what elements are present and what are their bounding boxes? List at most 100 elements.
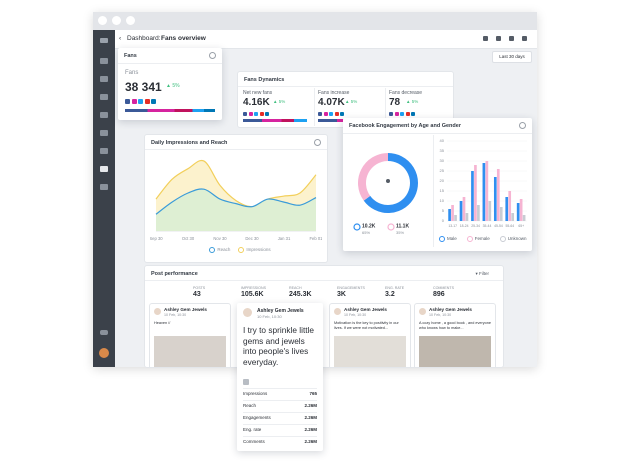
- nav-icon-active[interactable]: [100, 166, 108, 172]
- bar: [516, 203, 520, 221]
- toolbar-icon[interactable]: [496, 36, 501, 41]
- bar: [519, 199, 523, 221]
- nav-icon[interactable]: [100, 38, 108, 43]
- bar: [508, 191, 512, 221]
- metric-value: 2.26M: [304, 427, 317, 432]
- count-label: 10.2K: [362, 223, 376, 229]
- y-tick-label: 20: [440, 178, 445, 183]
- nav-icon[interactable]: [100, 130, 108, 136]
- bar-chart: 0 5 10 15 20 25 30 35 40 13-17 18-24 25-34 35-44 45-5…: [440, 138, 527, 228]
- post-date: 10 Feb, 10:30: [257, 314, 282, 319]
- info-icon[interactable]: [209, 52, 216, 59]
- social-icon: [329, 112, 333, 116]
- stat-label: IMPRESSIONS: [241, 286, 266, 290]
- nav-icon[interactable]: [100, 184, 108, 190]
- stat-value: 245.3K: [289, 291, 312, 298]
- metric-change-value: 5%: [350, 99, 358, 104]
- value-label: 35%: [396, 230, 404, 235]
- social-icon: [248, 112, 253, 116]
- nav-icon[interactable]: [100, 76, 108, 82]
- legend-swatch: [499, 236, 506, 242]
- post-avatar: [334, 308, 341, 315]
- social-icons: [125, 99, 158, 104]
- post-card: Ashley Gem Jewels 10 Feb, 10:30 A cozy hom…: [415, 304, 495, 367]
- metric-value: 2.26M: [304, 439, 317, 444]
- social-icon: [144, 99, 150, 104]
- y-tick-label: 30: [440, 158, 445, 163]
- nav-icon[interactable]: [100, 112, 108, 118]
- nav-icon[interactable]: [100, 94, 108, 100]
- bar: [511, 213, 515, 221]
- date-range-button[interactable]: Last 30 days: [492, 51, 532, 63]
- metric-value: 4.07K: [318, 97, 345, 108]
- window-dot: [98, 16, 107, 25]
- metric-label: Engagements: [243, 415, 271, 420]
- toolbar-icon[interactable]: [522, 36, 527, 41]
- y-tick-label: 25: [440, 168, 445, 173]
- gender-icon: [353, 223, 361, 231]
- nav-icon[interactable]: [100, 58, 108, 64]
- x-tick-label: 65+: [518, 224, 524, 228]
- count-label: 11.1K: [396, 223, 409, 229]
- post-text: I try to sprinkle little gems and jewels…: [243, 325, 315, 367]
- post-author: Ashley Gem Jewels: [429, 307, 472, 312]
- metric-value: 4.16K: [243, 97, 270, 108]
- title-bar: [93, 12, 537, 30]
- metric-label: Impressions: [243, 391, 268, 396]
- line: [155, 188, 317, 215]
- share-bar: [243, 119, 307, 122]
- bar: [462, 197, 466, 221]
- y-tick-label: 40: [440, 138, 445, 143]
- toolbar-icon[interactable]: [509, 36, 514, 41]
- card-title: Daily Impressions and Reach: [151, 140, 228, 146]
- breadcrumb[interactable]: Dashboard:: [127, 35, 161, 42]
- legend-swatch: [439, 236, 445, 242]
- info-icon[interactable]: [519, 122, 526, 129]
- y-tick-label: 15: [440, 188, 445, 193]
- nav-icon[interactable]: [100, 148, 108, 154]
- divider: [118, 63, 222, 64]
- fans-dynamics-card: Fans Dynamics Net new fans 4.16K ▲ 5% Fans …: [238, 72, 453, 127]
- toolbar-icon[interactable]: [483, 36, 488, 41]
- sidebar: [93, 30, 115, 367]
- metric-label: Eng. rate: [243, 427, 262, 432]
- metric-divider: [243, 400, 317, 401]
- stat-label: COMMENTS: [433, 286, 454, 290]
- legend-label: Reach: [217, 247, 231, 253]
- stat-label: POSTS: [193, 286, 206, 290]
- post-popup: Ashley Gem Jewels 10 Feb, 10:30 I try to…: [237, 303, 323, 451]
- nav-icon[interactable]: [100, 330, 108, 335]
- post-avatar: [243, 308, 252, 317]
- avatar[interactable]: [99, 348, 109, 358]
- metric-change: ▲ 5%: [406, 99, 419, 104]
- post-date: 10 Feb, 10:30: [164, 313, 187, 317]
- metric-change-value: 5%: [278, 99, 286, 104]
- legend: Reach Impressions: [145, 247, 327, 253]
- legend-label: Impressions: [246, 247, 271, 253]
- gender-icon: [387, 223, 395, 231]
- filter-label: Filter: [479, 271, 489, 276]
- metric-label: Fans increase: [318, 90, 350, 96]
- back-arrow[interactable]: ‹: [119, 35, 122, 42]
- bar: [451, 205, 454, 221]
- bar: [471, 171, 474, 221]
- social-icons: [318, 112, 346, 116]
- info-icon[interactable]: [314, 139, 321, 146]
- x-tick-label: Feb 01: [309, 236, 322, 241]
- date-range: Last 30 days: [499, 54, 525, 59]
- bar: [493, 177, 497, 221]
- filter-button[interactable]: ▾ Filter: [475, 271, 489, 276]
- fans-card: Fans Fans 38 341 ▲ 5%: [118, 48, 222, 120]
- social-icon: [411, 112, 415, 116]
- x-tick-label: 35-44: [483, 224, 492, 228]
- divider: [145, 280, 503, 281]
- stat-value: 3.2: [385, 291, 395, 298]
- bar: [505, 197, 509, 221]
- metric-divider: [243, 436, 317, 437]
- post-text: Heaven //: [154, 321, 171, 325]
- value-label: 65%: [362, 230, 370, 235]
- x-tick-label: Oct 30: [182, 236, 195, 241]
- metric-label: Net new fans: [243, 90, 273, 96]
- stat-value: 896: [433, 291, 445, 298]
